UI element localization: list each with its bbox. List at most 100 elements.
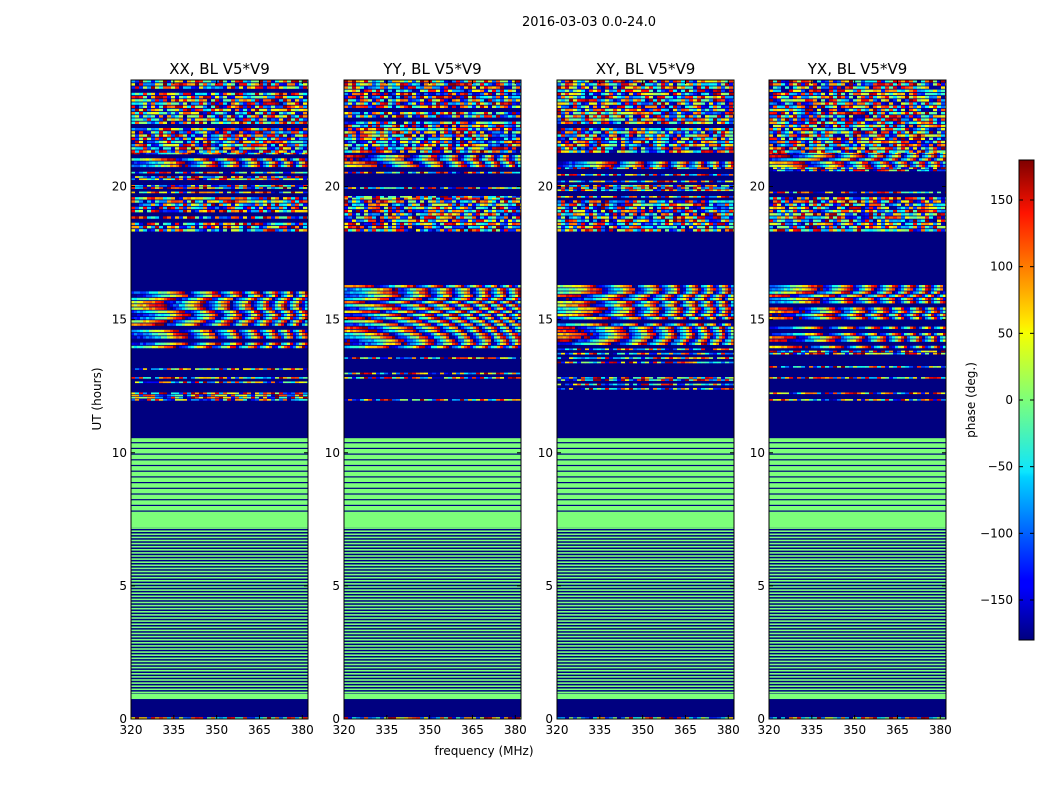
zero-phase-line	[131, 648, 308, 650]
phase-cell	[395, 339, 399, 342]
phase-cell	[219, 118, 224, 121]
phase-cell	[488, 203, 493, 206]
phase-cell	[259, 396, 264, 399]
phase-cell	[151, 115, 156, 118]
phase-cell	[259, 377, 264, 379]
phase-cell	[372, 206, 377, 210]
phase-cell	[267, 115, 272, 118]
phase-cell	[199, 381, 204, 384]
phase-cell	[173, 301, 177, 304]
phase-cell	[448, 203, 453, 206]
phase-cell	[467, 285, 471, 288]
phase-cell	[494, 336, 498, 339]
phase-cell	[131, 150, 136, 153]
phase-cell	[500, 717, 505, 719]
phase-cell	[295, 147, 300, 150]
phase-cell	[131, 323, 135, 326]
phase-cell	[299, 150, 304, 153]
phase-cell	[299, 118, 304, 121]
phase-cell	[287, 200, 292, 203]
phase-cell	[173, 313, 177, 317]
phase-cell	[175, 147, 180, 150]
phase-cell	[407, 336, 411, 339]
phase-cell	[191, 99, 196, 102]
phase-cell	[509, 297, 513, 301]
phase-cell	[200, 307, 204, 310]
phase-cell	[404, 339, 408, 342]
phase-cell	[302, 161, 306, 164]
phase-cell	[401, 320, 405, 323]
phase-cell	[269, 345, 273, 349]
phase-cell	[143, 323, 147, 326]
phase-cell	[209, 336, 213, 339]
phase-cell	[470, 329, 474, 333]
phase-cell	[500, 333, 504, 336]
phase-cell	[386, 329, 390, 333]
phase-cell	[359, 297, 363, 301]
phase-cell	[135, 717, 140, 719]
phase-cell	[437, 345, 441, 349]
phase-cell	[219, 112, 224, 115]
phase-cell	[245, 301, 249, 304]
phase-cell	[344, 206, 349, 210]
zero-phase-band	[131, 693, 308, 700]
phase-cell	[436, 717, 441, 719]
phase-cell	[247, 115, 252, 118]
phase-cell	[183, 176, 188, 178]
phase-cell	[146, 320, 150, 323]
phase-cell	[139, 115, 144, 118]
phase-cell	[219, 368, 224, 370]
phase-cell	[263, 301, 267, 304]
phase-cell	[290, 151, 294, 155]
zero-phase-line	[131, 598, 308, 601]
phase-cell	[207, 112, 212, 115]
phase-cell	[432, 377, 437, 379]
zero-phase-line	[344, 657, 521, 660]
phase-cell	[386, 342, 390, 346]
phase-cell	[223, 150, 228, 153]
zero-phase-line	[344, 648, 521, 650]
phase-cell	[239, 323, 243, 326]
phase-cell	[440, 294, 444, 298]
phase-cell	[159, 187, 164, 189]
phase-cell	[404, 285, 408, 288]
phase-cell	[147, 147, 152, 150]
phase-cell	[221, 329, 225, 333]
phase-cell	[247, 96, 252, 99]
phase-cell	[247, 399, 252, 401]
phase-cell	[223, 222, 228, 226]
phase-cell	[171, 399, 176, 401]
zero-phase-line	[131, 586, 308, 588]
phase-cell	[279, 131, 284, 134]
phase-cell	[291, 187, 296, 189]
phase-cell	[147, 368, 152, 370]
phase-cell	[194, 323, 198, 326]
phase-cell	[197, 291, 201, 294]
phase-cell	[482, 336, 486, 339]
phase-cell	[434, 307, 438, 310]
phase-cell	[434, 345, 438, 349]
phase-cell	[491, 288, 495, 291]
phase-cell	[295, 216, 300, 219]
phase-cell	[296, 297, 300, 301]
phase-cell	[512, 288, 516, 291]
phase-cell	[458, 313, 462, 317]
phase-cell	[149, 329, 153, 333]
phase-cell	[492, 399, 497, 401]
phase-cell	[400, 197, 405, 200]
phase-cell	[485, 307, 489, 310]
phase-cell	[416, 197, 421, 200]
phase-cell	[209, 164, 213, 168]
phase-cell	[251, 191, 256, 194]
phase-cell	[143, 176, 148, 178]
phase-cell	[275, 178, 280, 181]
phase-cell	[508, 372, 513, 375]
phase-cell	[443, 333, 447, 336]
phase-cell	[473, 336, 477, 339]
phase-cell	[167, 147, 172, 150]
phase-cell	[279, 83, 284, 86]
phase-cell	[518, 297, 521, 301]
phase-cell	[199, 112, 204, 115]
phase-cell	[356, 336, 360, 339]
phase-cell	[195, 131, 200, 134]
